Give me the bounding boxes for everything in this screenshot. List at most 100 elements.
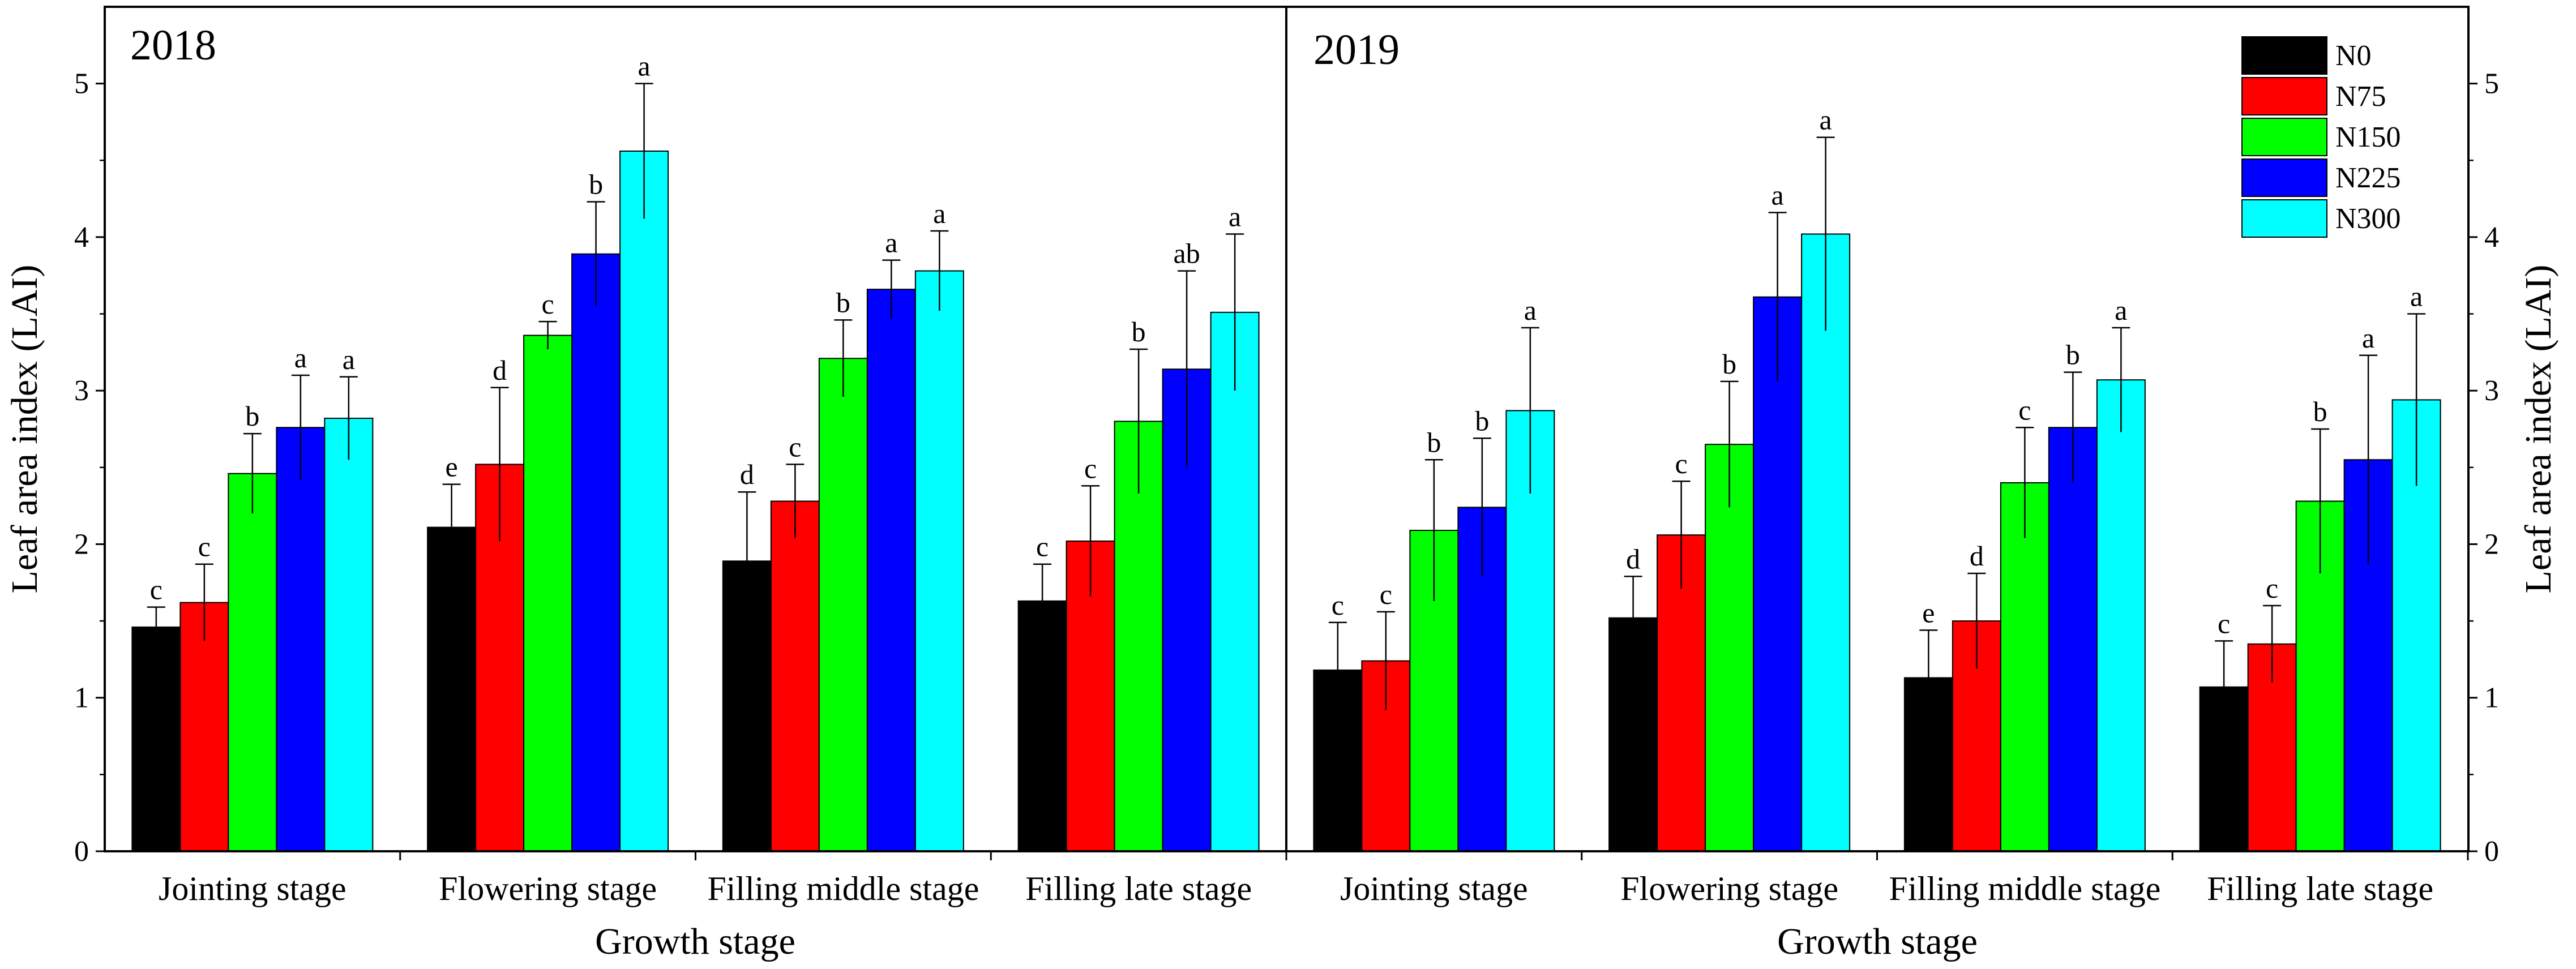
x-axis-title-2018: Growth stage — [595, 921, 795, 962]
y-tick-label-right: 0 — [2484, 835, 2499, 868]
panel-title-2018: 2018 — [130, 22, 216, 69]
sig-letter-2018-N225-3: ab — [1174, 238, 1200, 269]
category-label-2019-1: Flowering stage — [1620, 870, 1838, 907]
bar-2019-N300-2 — [2096, 379, 2146, 852]
sig-letter-2018-N150-1: c — [542, 288, 554, 320]
y-tick-label-left: 1 — [74, 682, 89, 714]
bar-2018-N225-2 — [866, 289, 916, 852]
sig-letter-2019-N225-3: a — [2362, 322, 2374, 354]
sig-letter-2019-N0-1: d — [1626, 543, 1640, 574]
legend: N0 N75 N150 N225 N300 — [2241, 36, 2401, 238]
legend-swatch-N300 — [2241, 199, 2327, 238]
sig-letter-2018-N225-1: b — [589, 169, 603, 200]
sig-letter-2018-N150-2: b — [836, 286, 850, 318]
y-tick-label-right: 4 — [2484, 221, 2499, 254]
y-tick-label-right: 1 — [2484, 682, 2499, 714]
bar-2019-N225-1 — [1753, 296, 1803, 852]
sig-letter-2019-N0-2: e — [1922, 597, 1935, 628]
category-label-2018-1: Flowering stage — [439, 870, 657, 907]
sig-letter-2018-N0-1: e — [446, 451, 458, 483]
sig-letter-2019-N225-1: a — [1771, 179, 1784, 211]
sig-letter-2019-N300-0: a — [1524, 294, 1537, 326]
sig-letter-2019-N0-0: c — [1332, 589, 1344, 621]
legend-swatch-N0 — [2241, 36, 2327, 75]
y-tick-label-left: 0 — [74, 835, 89, 868]
sig-letter-2019-N300-2: a — [2115, 294, 2127, 326]
legend-label-N225: N225 — [2335, 162, 2401, 194]
bar-2018-N150-1 — [523, 335, 573, 852]
bar-2018-N75-2 — [770, 500, 820, 852]
sig-letter-2019-N225-0: b — [1475, 405, 1489, 436]
bar-2018-N225-0 — [276, 427, 326, 852]
sig-letter-2018-N75-2: c — [789, 431, 801, 462]
legend-label-N150: N150 — [2335, 121, 2401, 153]
error-bars-layer — [147, 83, 2426, 734]
category-label-2019-3: Filling late stage — [2207, 870, 2433, 907]
bar-2018-N0-3 — [1017, 600, 1067, 852]
sig-letter-2019-N150-0: b — [1427, 426, 1441, 458]
sig-letter-2019-N150-3: b — [2313, 396, 2327, 427]
sig-letter-2018-N225-2: a — [885, 227, 897, 259]
bar-2018-N300-1 — [619, 150, 669, 852]
sig-letter-2018-N75-1: d — [493, 354, 507, 386]
bar-2018-N150-0 — [228, 473, 277, 852]
bar-2018-N0-1 — [427, 526, 477, 852]
sig-letter-2018-N300-2: a — [933, 198, 945, 229]
sig-letter-2019-N75-3: c — [2266, 572, 2278, 604]
panel-title-2019: 2019 — [1313, 26, 1400, 74]
y-tick-label-right: 2 — [2484, 528, 2499, 560]
bar-2018-N150-2 — [818, 358, 868, 852]
sig-letter-2018-N150-3: b — [1132, 316, 1146, 348]
bar-2018-N300-0 — [324, 418, 374, 852]
y-tick-label-left: 4 — [74, 221, 89, 254]
y-axis-title-left: Leaf area index (LAI) — [4, 265, 45, 594]
y-tick-label-left: 2 — [74, 528, 89, 560]
sig-letter-2018-N75-0: c — [198, 531, 211, 563]
bar-2019-N300-1 — [1801, 233, 1851, 852]
legend-label-N0: N0 — [2335, 40, 2372, 72]
category-label-2018-0: Jointing stage — [159, 870, 346, 907]
category-label-2018-2: Filling middle stage — [707, 870, 979, 907]
sig-letter-2019-N150-2: c — [2018, 394, 2031, 426]
sig-letter-2018-N0-2: d — [740, 458, 754, 490]
sig-letter-2019-N0-3: c — [2218, 607, 2230, 639]
bar-2019-N225-2 — [2048, 427, 2098, 852]
sig-letter-2018-N0-0: c — [150, 574, 162, 606]
bar-2018-N300-3 — [1210, 311, 1260, 852]
bar-2018-N75-0 — [179, 602, 229, 852]
bar-2018-N225-1 — [571, 253, 621, 852]
sig-letter-2018-N300-1: a — [638, 50, 651, 82]
y-axis-title-right: Leaf area index (LAI) — [2518, 265, 2559, 594]
sig-letter-2019-N75-1: c — [1675, 448, 1688, 479]
sig-letter-2018-N75-3: c — [1084, 452, 1097, 484]
bar-2018-N300-2 — [914, 270, 964, 852]
legend-label-N75: N75 — [2335, 80, 2386, 113]
bar-2018-N0-0 — [131, 626, 181, 852]
ticks-layer — [96, 83, 2477, 860]
text-layer: 2018 2019 Growth stage Growth stage Leaf… — [4, 22, 2559, 962]
sig-letter-2018-N225-0: a — [294, 342, 307, 374]
legend-swatch-N150 — [2241, 118, 2327, 156]
sig-letter-2019-N300-1: a — [1820, 104, 1832, 136]
bars-layer — [131, 150, 2441, 852]
sig-letter-2018-N300-0: a — [343, 344, 355, 375]
sig-letter-2019-N75-2: d — [1970, 540, 1984, 572]
sig-letter-2019-N75-0: c — [1380, 578, 1392, 610]
y-tick-label-right: 5 — [2484, 68, 2499, 100]
bar-2018-N75-3 — [1066, 541, 1115, 852]
category-label-2019-2: Filling middle stage — [1889, 870, 2160, 907]
sig-letter-2018-N150-0: b — [245, 400, 259, 432]
sig-letter-2019-N300-3: a — [2410, 281, 2423, 312]
sig-letter-2019-N150-1: b — [1722, 348, 1736, 380]
sig-letter-2018-N300-3: a — [1229, 200, 1241, 232]
category-label-2019-0: Jointing stage — [1340, 870, 1528, 907]
sig-letter-2018-N0-3: c — [1036, 531, 1049, 563]
x-axis-title-2019: Growth stage — [1777, 921, 1978, 962]
category-label-2018-3: Filling late stage — [1025, 870, 1252, 907]
y-tick-label-left: 3 — [74, 375, 89, 407]
bar-2019-N150-1 — [1705, 444, 1755, 852]
y-tick-label-right: 3 — [2484, 375, 2499, 407]
legend-swatch-N225 — [2241, 158, 2327, 197]
legend-swatch-N75 — [2241, 77, 2327, 115]
